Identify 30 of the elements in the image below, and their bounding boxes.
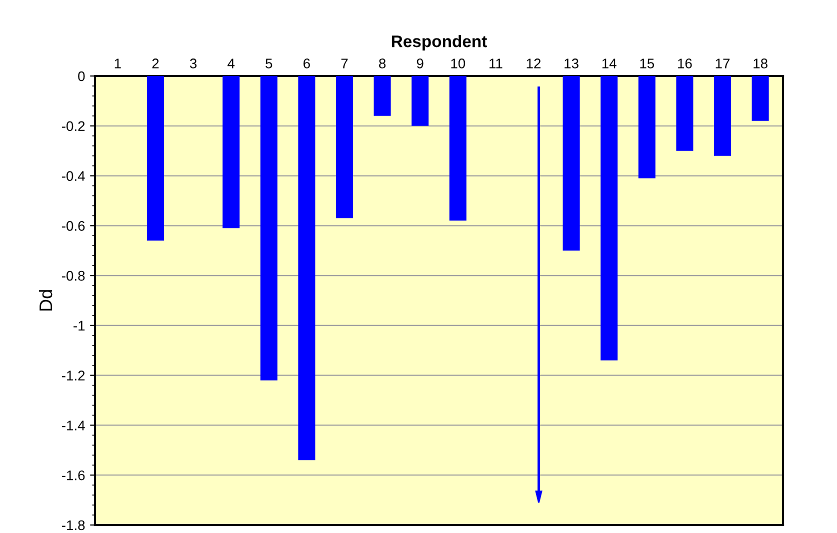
y-tick-label: -1.8 xyxy=(62,520,85,530)
y-tick-label: -0.8 xyxy=(62,270,85,281)
x-axis-title: Respondent xyxy=(392,35,487,51)
x-tick-label: 12 xyxy=(526,58,541,68)
x-tick-label: 9 xyxy=(416,58,424,68)
y-tick-label: -1 xyxy=(74,320,85,330)
x-tick-label: 10 xyxy=(451,58,466,68)
x-tick-label: 3 xyxy=(190,58,197,68)
y-tick-label: 0 xyxy=(78,71,85,82)
y-tick-label: -0.4 xyxy=(62,171,85,181)
x-tick-label: 6 xyxy=(304,58,310,68)
x-tick-label: 17 xyxy=(716,58,730,68)
x-tick-label: 11 xyxy=(490,58,502,68)
x-tick-label: 4 xyxy=(228,58,235,68)
y-tick-label: -0.6 xyxy=(62,221,85,231)
y-tick-label: -0.2 xyxy=(62,121,85,132)
y-tick-label: -1.2 xyxy=(62,370,85,380)
x-tick-label: 13 xyxy=(564,58,578,68)
x-tick-label: 7 xyxy=(341,58,348,68)
x-tick-label: 1 xyxy=(114,58,121,68)
x-tick-label: 8 xyxy=(379,58,386,68)
x-tick-label: 2 xyxy=(152,58,159,68)
y-axis-title: Dd xyxy=(38,290,52,311)
x-tick-label: 18 xyxy=(754,58,768,68)
x-tick-label: 15 xyxy=(640,58,654,68)
y-tick-label: -1.4 xyxy=(62,420,85,430)
y-tick-label: -1.6 xyxy=(62,470,85,480)
x-tick-label: 5 xyxy=(266,58,272,68)
x-tick-label: 14 xyxy=(602,58,616,68)
x-tick-label: 16 xyxy=(678,58,692,68)
